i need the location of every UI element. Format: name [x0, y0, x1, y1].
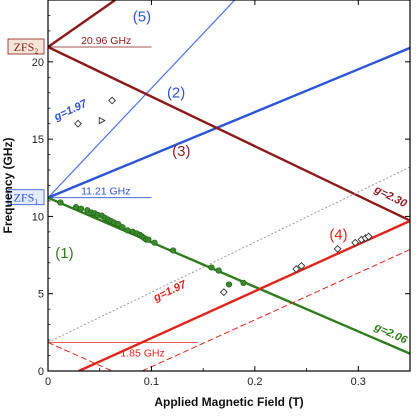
data-point-diamond — [297, 261, 306, 270]
series-line — [48, 46, 410, 199]
y-tick-label: 10 — [32, 211, 44, 223]
data-point-diamond — [292, 265, 301, 273]
zfs-frequency-annotation: 11.21 GHz — [81, 186, 130, 198]
y-tick-label: 5 — [38, 289, 44, 301]
series-line — [48, 166, 410, 343]
series-label: (5) — [133, 9, 151, 26]
data-point-diamond — [364, 232, 373, 241]
y-tick-label: 15 — [32, 134, 44, 146]
data-point-filled — [151, 239, 158, 246]
series-label: (1) — [55, 245, 73, 262]
data-point-filled — [208, 264, 215, 271]
data-point-filled — [77, 205, 85, 212]
zfs-frequency-annotation: 20.96 GHz — [81, 35, 131, 47]
zfs-label-box — [7, 38, 45, 55]
series-line — [48, 341, 113, 371]
series-line — [48, 0, 116, 48]
data-point-diamond — [108, 96, 117, 105]
annotation-text: 1.85 GHz — [120, 347, 164, 359]
data-point-filled — [57, 199, 64, 206]
series-label: (3) — [172, 143, 190, 160]
data-point-filled — [240, 279, 247, 286]
x-tick-label: 0.2 — [247, 376, 262, 388]
data-point-diamond — [351, 238, 360, 247]
x-tick-label: 0 — [45, 376, 51, 388]
series-label: (2) — [167, 84, 185, 101]
data-point-diamond — [74, 119, 82, 128]
data-point-diamond — [333, 244, 342, 253]
series-line — [48, 45, 410, 222]
data-point-filled — [124, 227, 131, 234]
zfs-label-box — [7, 189, 45, 206]
data-point-filled — [72, 204, 80, 211]
axes-layer: 0 0.1 0.2 0.3 0 5 10 15 20 — [32, 0, 411, 388]
data-point-filled — [225, 281, 233, 288]
zfs-label: ZFS₁ — [14, 191, 39, 205]
y-tick-label: 0 — [38, 366, 44, 378]
x-tick-label: 0.1 — [144, 376, 159, 388]
x-axis-title: Applied Magnetic Field (T) — [154, 395, 303, 409]
series-label: (4) — [329, 227, 347, 244]
series-line — [141, 249, 410, 371]
data-point-filled — [145, 236, 152, 243]
series-line — [48, 196, 410, 355]
data-point-filled — [170, 247, 177, 254]
data-point-filled — [119, 224, 126, 231]
series-line — [48, 0, 236, 199]
x-tick-label: 0.3 — [351, 376, 366, 388]
data-point-triangle — [98, 116, 106, 125]
data-point-filled — [215, 267, 222, 274]
data-point-filled — [115, 221, 122, 228]
plot-background — [48, 0, 410, 371]
data-point-diamond — [219, 288, 228, 297]
zfs-label: ZFS₂ — [14, 40, 39, 54]
y-tick-label: 20 — [32, 57, 44, 69]
y-axis-title: Frequency (GHz) — [1, 137, 15, 233]
points-layer — [57, 96, 373, 297]
